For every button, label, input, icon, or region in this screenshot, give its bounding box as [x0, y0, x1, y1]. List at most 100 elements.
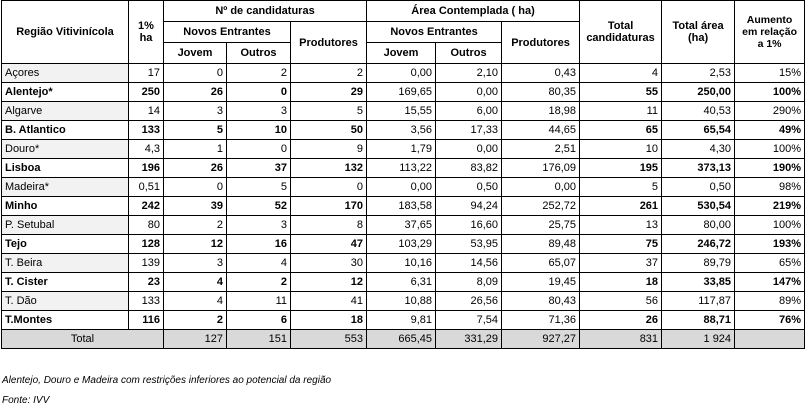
value-cell: 2,10 [435, 63, 503, 83]
value-cell: 37 [579, 253, 663, 273]
header-cell: Jovem [366, 42, 437, 64]
value-cell: 71,36 [501, 310, 581, 330]
value-cell: 100% [734, 82, 805, 102]
value-cell: 5 [226, 177, 291, 197]
footnote: Alentejo, Douro e Madeira com restrições… [2, 375, 332, 386]
value-cell: 55 [579, 82, 663, 102]
value-cell: 94,24 [435, 196, 503, 216]
value-cell: 19,45 [501, 272, 581, 292]
value-cell: 2,53 [661, 63, 736, 83]
value-cell: 15% [734, 63, 805, 83]
value-cell: 89,79 [661, 253, 736, 273]
total-row: Total 127 151 553 665,45 331,29 927,27 831 1 924 [1, 329, 805, 349]
value-cell: 8 [289, 215, 368, 235]
total-cell: 331,29 [435, 329, 503, 349]
value-cell: 3 [226, 101, 291, 121]
value-cell: 47 [289, 234, 368, 254]
value-cell: 25,75 [501, 215, 581, 235]
value-cell: 252,72 [501, 196, 581, 216]
value-cell: 0,00 [435, 82, 503, 102]
value-cell: 13 [579, 215, 663, 235]
value-cell: 0,00 [435, 139, 503, 159]
value-cell: 52 [226, 196, 291, 216]
value-cell: 0,51 [128, 177, 164, 197]
table-row: T. Beira 139 3 4 30 10,16 14,56 65,07 37 89,79 65% [1, 253, 805, 273]
value-cell: 41 [289, 291, 368, 311]
value-cell: 113,22 [366, 158, 437, 178]
value-cell: 250 [128, 82, 164, 102]
value-cell: 6,00 [435, 101, 503, 121]
value-cell: 14 [128, 101, 164, 121]
value-cell: 5 [579, 177, 663, 197]
total-cell: 665,45 [366, 329, 437, 349]
total-cell: 127 [163, 329, 227, 349]
source-note: Fonte: IVV [2, 395, 50, 406]
value-cell: 0 [226, 139, 291, 159]
value-cell: 3 [163, 253, 227, 273]
value-cell: 0,50 [661, 177, 736, 197]
value-cell: 89% [734, 291, 805, 311]
header-cell: Jovem [163, 42, 227, 64]
value-cell: 4,3 [128, 139, 164, 159]
value-cell: 11 [226, 291, 291, 311]
value-cell: 250,00 [661, 82, 736, 102]
value-cell: 6,31 [366, 272, 437, 292]
value-cell: 2 [163, 310, 227, 330]
region-cell: Minho [1, 196, 129, 216]
value-cell: 4 [226, 253, 291, 273]
region-cell: Algarve [1, 101, 129, 121]
header-cell: Nº de candidaturas [162, 0, 368, 22]
table-row: Alentejo* 250 26 0 29 169,65 0,00 80,35 55 250,00… [1, 82, 805, 102]
value-cell: 49% [734, 120, 805, 140]
value-cell: 9 [289, 139, 368, 159]
value-cell: 80,00 [661, 215, 736, 235]
value-cell: 10,88 [366, 291, 437, 311]
region-cell: Madeira* [1, 177, 129, 197]
region-cell: Alentejo* [1, 82, 129, 102]
value-cell: 33,85 [661, 272, 736, 292]
header-cell: Total área (ha) [661, 0, 736, 64]
value-cell: 89,48 [501, 234, 581, 254]
table-row: P. Setubal 80 2 3 8 37,65 16,60 25,75 13 80,00 100… [1, 215, 805, 235]
value-cell: 5 [163, 120, 227, 140]
value-cell: 3 [226, 215, 291, 235]
value-cell: 44,65 [501, 120, 581, 140]
table-row: Algarve 14 3 3 5 15,55 6,00 18,98 11 40,53 290% [1, 101, 805, 121]
value-cell: 12 [163, 234, 227, 254]
value-cell: 147% [734, 272, 805, 292]
value-cell: 80 [128, 215, 164, 235]
value-cell: 11 [579, 101, 663, 121]
value-cell: 139 [128, 253, 164, 273]
value-cell: 1 [163, 139, 227, 159]
value-cell: 7,54 [435, 310, 503, 330]
total-cell: 831 [579, 329, 663, 349]
value-cell: 29 [289, 82, 368, 102]
value-cell: 103,29 [366, 234, 437, 254]
value-cell: 0 [163, 63, 227, 83]
value-cell: 4 [579, 63, 663, 83]
value-cell: 100% [734, 215, 805, 235]
region-cell: P. Setubal [1, 215, 129, 235]
value-cell: 132 [289, 158, 368, 178]
header-cell: Outros [226, 42, 291, 64]
table-row: Minho 242 39 52 170 183,58 94,24 252,72 261 530,5… [1, 196, 805, 216]
value-cell: 16,60 [435, 215, 503, 235]
value-cell: 0 [289, 177, 368, 197]
value-cell: 14,56 [435, 253, 503, 273]
table-row: Douro* 4,3 1 0 9 1,79 0,00 2,51 10 4,30 100% [1, 139, 805, 159]
table-row: Tejo 128 12 16 47 103,29 53,95 89,48 75 246,72 193… [1, 234, 805, 254]
value-cell: 1,79 [366, 139, 437, 159]
total-label: Total [1, 329, 164, 349]
value-cell: 56 [579, 291, 663, 311]
value-cell: 170 [289, 196, 368, 216]
header-cell: Aumento em relação a 1% [734, 0, 805, 64]
region-cell: Tejo [1, 234, 129, 254]
header-cell: Área Contemplada ( ha) [366, 0, 581, 22]
value-cell: 6 [226, 310, 291, 330]
value-cell: 98% [734, 177, 805, 197]
value-cell: 5 [289, 101, 368, 121]
value-cell: 242 [128, 196, 164, 216]
region-cell: T. Beira [1, 253, 129, 273]
value-cell: 4 [163, 272, 227, 292]
